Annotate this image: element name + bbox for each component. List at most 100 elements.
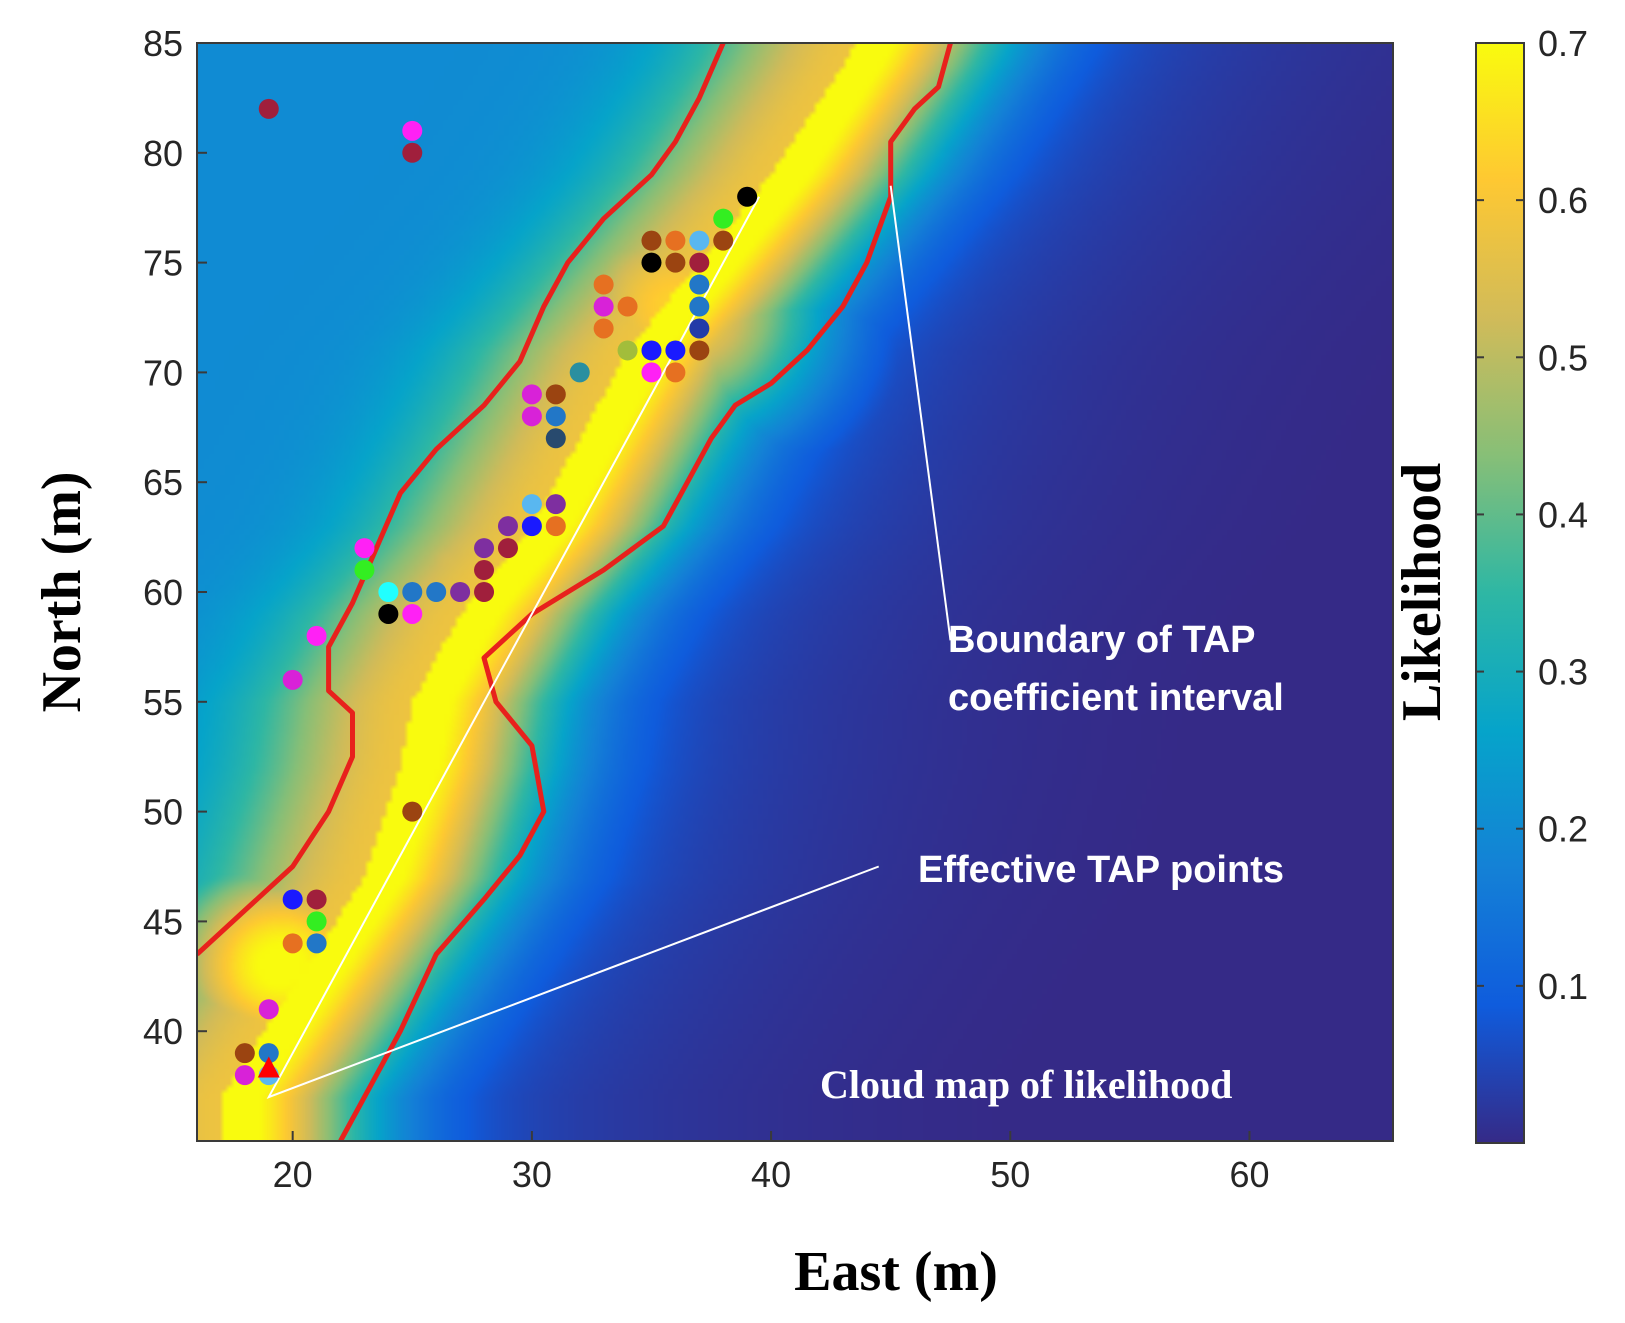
y-tick-label: 85 bbox=[143, 23, 183, 64]
tap-point bbox=[545, 494, 566, 515]
colorbar-tick-label: 0.4 bbox=[1538, 494, 1588, 535]
colorbar-ticks: 0.1 0.2 0.3 0.4 0.5 0.6 0.7 bbox=[1476, 23, 1588, 1007]
tap-point bbox=[593, 274, 614, 295]
tap-point bbox=[689, 252, 710, 273]
tap-point bbox=[354, 538, 375, 559]
likelihood-heatmap bbox=[197, 43, 1393, 1141]
colorbar-tick-label: 0.1 bbox=[1538, 966, 1588, 1007]
tap-point bbox=[713, 230, 734, 251]
tap-point bbox=[665, 230, 686, 251]
tap-point bbox=[402, 120, 423, 141]
tap-point bbox=[378, 603, 399, 624]
tap-point bbox=[521, 384, 542, 405]
boundary-lines bbox=[197, 43, 953, 1141]
tap-point bbox=[474, 538, 495, 559]
y-tick-label: 80 bbox=[143, 133, 183, 174]
tap-point bbox=[402, 142, 423, 163]
tap-point bbox=[689, 340, 710, 361]
tap-point bbox=[689, 274, 710, 295]
x-axis-title: East (m) bbox=[794, 1241, 998, 1303]
leader-line-boundary bbox=[889, 185, 952, 641]
y-tick-label: 40 bbox=[143, 1011, 183, 1052]
start-marker-triangle bbox=[257, 1056, 280, 1078]
tap-points bbox=[234, 98, 758, 1086]
tap-point bbox=[306, 889, 327, 910]
tap-point bbox=[521, 516, 542, 537]
x-tick-label: 50 bbox=[990, 1154, 1030, 1195]
boundary-line-right bbox=[338, 43, 953, 1141]
tap-point bbox=[426, 582, 447, 602]
tap-point bbox=[617, 340, 638, 361]
tap-point bbox=[737, 186, 758, 207]
colorbar-tick-label: 0.6 bbox=[1538, 180, 1588, 221]
colorbar-tick-label: 0.2 bbox=[1538, 809, 1588, 850]
tap-point bbox=[474, 582, 495, 602]
tap-point bbox=[641, 340, 662, 361]
y-tick-label: 45 bbox=[143, 901, 183, 942]
x-tick-label: 20 bbox=[273, 1154, 313, 1195]
tap-point bbox=[402, 801, 423, 822]
colorbar bbox=[1475, 42, 1525, 1144]
tap-point bbox=[689, 230, 710, 251]
plot-area bbox=[197, 43, 1393, 1141]
annotation-boundary-line2: coefficient interval bbox=[948, 677, 1284, 719]
annotation-effective-points: Effective TAP points bbox=[918, 849, 1284, 891]
tap-point bbox=[306, 625, 327, 646]
tap-point bbox=[402, 582, 423, 602]
y-tick-label: 60 bbox=[143, 572, 183, 613]
colorbar-tick-label: 0.7 bbox=[1538, 23, 1588, 64]
annotation-cloud-map: Cloud map of likelihood bbox=[820, 1062, 1232, 1107]
tap-point bbox=[258, 98, 279, 119]
tap-point bbox=[402, 603, 423, 624]
tap-point bbox=[282, 933, 303, 954]
y-tick-label: 75 bbox=[143, 243, 183, 284]
tap-point bbox=[689, 318, 710, 339]
tap-point bbox=[378, 582, 399, 602]
tap-point bbox=[593, 318, 614, 339]
tap-point bbox=[641, 362, 662, 383]
tap-point bbox=[521, 494, 542, 515]
tap-point bbox=[306, 911, 327, 932]
tap-point bbox=[593, 296, 614, 317]
tap-point bbox=[569, 362, 590, 383]
tap-point bbox=[665, 362, 686, 383]
y-tick-label: 55 bbox=[143, 682, 183, 723]
y-tick-label: 50 bbox=[143, 792, 183, 833]
tap-point bbox=[545, 516, 566, 537]
x-tick-label: 30 bbox=[512, 1154, 552, 1195]
leader-lines bbox=[266, 185, 952, 1099]
tap-point bbox=[521, 406, 542, 427]
tap-point bbox=[545, 384, 566, 405]
tap-point bbox=[234, 1043, 255, 1064]
y-axis-ticks: 40 45 50 55 60 65 70 75 80 85 bbox=[143, 23, 207, 1052]
colorbar-tick-label: 0.5 bbox=[1538, 337, 1588, 378]
tap-point bbox=[545, 428, 566, 449]
boundary-line-left bbox=[197, 43, 726, 957]
tap-point bbox=[641, 230, 662, 251]
tap-point bbox=[689, 296, 710, 317]
tap-point bbox=[234, 1065, 255, 1086]
leader-line-effective-points bbox=[266, 196, 880, 1099]
x-tick-label: 40 bbox=[751, 1154, 791, 1195]
annotation-boundary-line1: Boundary of TAP bbox=[948, 619, 1256, 661]
tap-point bbox=[282, 889, 303, 910]
tap-point bbox=[258, 999, 279, 1020]
x-axis-ticks: 20 30 40 50 60 bbox=[273, 1131, 1270, 1195]
tap-point bbox=[306, 933, 327, 954]
tap-point bbox=[497, 538, 518, 559]
colorbar-title: Likelihood bbox=[1391, 463, 1453, 721]
tap-point bbox=[665, 252, 686, 273]
tap-point bbox=[354, 560, 375, 581]
tap-point bbox=[713, 208, 734, 229]
tap-point bbox=[474, 560, 495, 581]
tap-point bbox=[497, 516, 518, 537]
tap-point bbox=[258, 1043, 279, 1064]
tap-point bbox=[450, 582, 471, 602]
tap-point bbox=[641, 252, 662, 273]
y-tick-label: 70 bbox=[143, 352, 183, 393]
tap-point bbox=[617, 296, 638, 317]
y-tick-label: 65 bbox=[143, 462, 183, 503]
colorbar-tick-label: 0.3 bbox=[1538, 652, 1588, 693]
tap-point bbox=[665, 340, 686, 361]
